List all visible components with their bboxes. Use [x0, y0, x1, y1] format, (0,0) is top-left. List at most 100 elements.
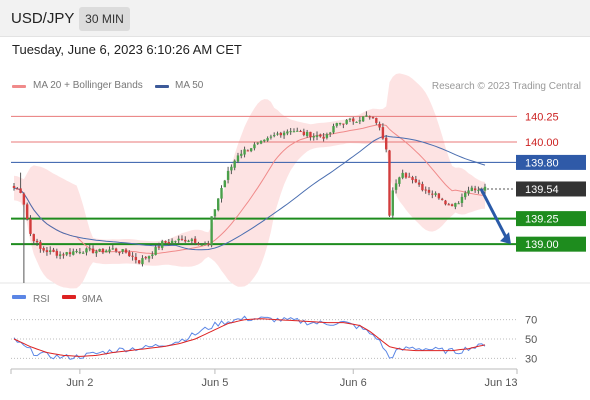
candle-body: [447, 204, 450, 206]
candle-body: [85, 248, 88, 253]
ma50-swatch: [155, 85, 169, 88]
candle-body: [164, 241, 167, 243]
candle-body: [147, 256, 151, 259]
x-tick-label: Jun 13: [484, 377, 517, 389]
candle-body: [124, 249, 128, 253]
candle-body: [217, 198, 220, 211]
last-price-tag: [516, 181, 586, 197]
candle-body: [322, 136, 325, 139]
candle-body: [328, 132, 332, 134]
candle-body: [286, 131, 289, 134]
candle-body: [279, 132, 282, 136]
ma50-legend-label: MA 50: [175, 80, 204, 91]
x-tick-label: Jun 2: [66, 377, 93, 389]
candle-body: [424, 189, 427, 191]
candle-body: [203, 243, 207, 245]
pivot-label: 139.80: [525, 157, 559, 169]
candle-body: [72, 251, 75, 255]
candle-body: [375, 117, 378, 123]
candle-body: [200, 244, 203, 246]
candle-body: [45, 250, 49, 253]
candle-body: [460, 196, 464, 204]
candle-body: [68, 252, 72, 255]
support-label: 139.00: [525, 239, 559, 251]
candle-body: [473, 188, 477, 191]
candle-body: [16, 188, 19, 190]
candle-body: [22, 193, 26, 205]
support-tag: [516, 211, 586, 227]
timestamp: Tuesday, June 6, 2023 6:10:26 AM CET: [12, 42, 242, 57]
candle-body: [421, 183, 424, 191]
candle-body: [137, 260, 141, 264]
candle-body: [190, 239, 194, 242]
candle-body: [388, 150, 391, 216]
candle-body: [319, 134, 322, 137]
candle-body: [263, 139, 266, 142]
timeframe-button[interactable]: 30 MIN: [79, 7, 130, 31]
candle-body: [253, 144, 256, 149]
candle-body: [296, 130, 299, 132]
candle-body: [240, 153, 243, 156]
candle-body: [154, 247, 157, 255]
bollinger-bands: [14, 73, 485, 289]
rsi-line: [13, 315, 486, 360]
candle-body: [42, 248, 45, 251]
candle-body: [91, 248, 95, 253]
forecast-arrow-shaft: [479, 188, 509, 240]
candle-body: [273, 135, 276, 137]
candle-body: [25, 204, 29, 219]
candle-body: [483, 186, 487, 191]
pivot-tag: [516, 154, 586, 170]
ma20-swatch: [12, 85, 26, 88]
x-tick-label: Jun 5: [201, 377, 228, 389]
candle-body: [315, 135, 319, 137]
candle-body: [454, 203, 457, 207]
candle-body: [177, 238, 180, 241]
rsi-ma-line: [13, 318, 486, 357]
candle-body: [440, 198, 444, 200]
candle-body: [161, 241, 164, 248]
candle-body: [52, 249, 55, 252]
candle-body: [243, 149, 246, 155]
bollinger-band-area: [14, 73, 485, 289]
candle-body: [78, 251, 82, 253]
ma50-line: [13, 135, 486, 251]
candle-body: [35, 240, 39, 243]
candle-body: [269, 136, 273, 138]
candle-body: [105, 250, 108, 253]
rsi-legend-label: RSI: [33, 294, 50, 305]
rsi-ma-swatch: [62, 295, 76, 299]
candle-body: [58, 254, 62, 256]
support-label: 139.25: [525, 214, 559, 226]
candle-body: [457, 203, 460, 205]
candle-body: [75, 251, 78, 253]
candle-body: [266, 138, 269, 141]
candle-body: [365, 115, 368, 117]
candle-body: [121, 249, 124, 252]
candle-body: [167, 242, 171, 244]
rsi-swatch: [12, 295, 26, 299]
copyright-text: Research © 2023 Trading Central: [431, 81, 581, 92]
candle-body: [352, 118, 355, 122]
candle-body: [394, 183, 398, 190]
rsi-panel: RSI 9MA: [12, 294, 103, 305]
candle-body: [49, 250, 52, 252]
rsi-lines: [13, 315, 486, 360]
candle-body: [210, 216, 213, 246]
candle-body: [444, 200, 447, 205]
candle-body: [101, 249, 105, 253]
candle-body: [345, 120, 348, 124]
candle-body: [384, 137, 388, 150]
candle-body: [81, 252, 85, 254]
resistance-label: 140.00: [525, 137, 559, 149]
candle-body: [197, 243, 200, 245]
rsi-grid: 70 50 30: [11, 315, 537, 365]
candle-body: [355, 121, 358, 123]
candle-body: [114, 248, 118, 252]
candle-body: [299, 131, 302, 133]
top-bar: USD/JPY 30 MIN: [0, 0, 590, 37]
candle-body: [131, 255, 134, 257]
candle-body: [348, 118, 352, 120]
candle-body: [292, 131, 296, 133]
